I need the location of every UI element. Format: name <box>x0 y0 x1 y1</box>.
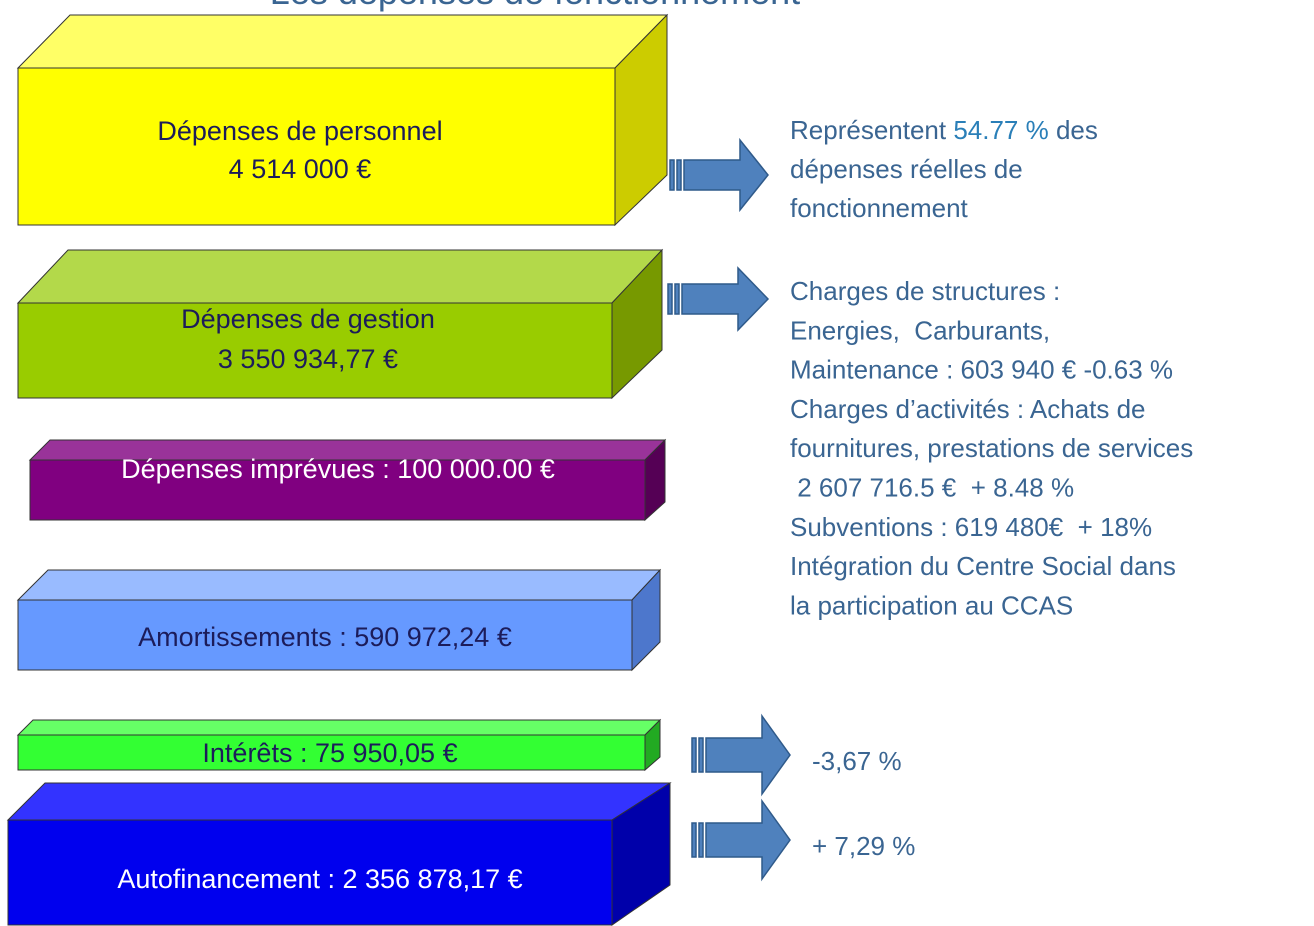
box-label: Dépenses de gestion <box>181 304 435 334</box>
note-line: Maintenance : 603 940 € -0.63 % <box>790 355 1173 385</box>
note-line: la participation au CCAS <box>790 590 1073 620</box>
note-highlight: 54.77 % <box>953 115 1048 145</box>
box-autofinancement <box>6 782 672 926</box>
notes: dépenses réelles de fonctionnement Charges… <box>790 154 1193 861</box>
note-line: fonctionnement <box>790 193 969 223</box>
box-interets <box>16 718 662 772</box>
arrow <box>691 798 791 882</box>
note-line: fournitures, prestations de services <box>790 433 1193 463</box>
note-text: Représentent <box>790 115 953 145</box>
slide-title: Les dépenses de fonctionnement <box>270 0 800 12</box>
arrow <box>667 266 770 332</box>
note-line: -3,67 % <box>812 746 902 776</box>
box-gestion <box>16 248 664 400</box>
box-label: Intérêts : 75 950,05 € <box>202 738 457 768</box>
note-line: dépenses réelles de <box>790 154 1023 184</box>
note-text: des <box>1049 115 1098 145</box>
arrow <box>691 713 791 797</box>
note-line: 2 607 716.5 € + 8.48 % <box>790 473 1074 503</box>
box-label: Autofinancement : 2 356 878,17 € <box>117 864 522 894</box>
box-label: Dépenses imprévues : 100 000.00 € <box>121 454 555 484</box>
box-imprevues <box>28 438 667 522</box>
box-label: Dépenses de personnel <box>157 116 442 146</box>
box-label: 3 550 934,77 € <box>218 344 398 374</box>
note-line: + 7,29 % <box>812 831 915 861</box>
note-line: Représentent 54.77 % des <box>790 115 1098 145</box>
arrow <box>669 137 769 213</box>
box-label: Amortissements : 590 972,24 € <box>138 622 512 652</box>
note-line: Charges de structures : <box>790 276 1060 306</box>
box-label: 4 514 000 € <box>229 154 372 184</box>
note-line: Subventions : 619 480€ + 18% <box>790 512 1152 542</box>
note-line: Energies, Carburants, <box>790 315 1050 345</box>
note-line: Charges d’activités : Achats de <box>790 394 1146 424</box>
box-personnel <box>16 13 669 227</box>
note-line: Intégration du Centre Social dans <box>790 551 1176 581</box>
box-amortissements <box>16 568 662 672</box>
